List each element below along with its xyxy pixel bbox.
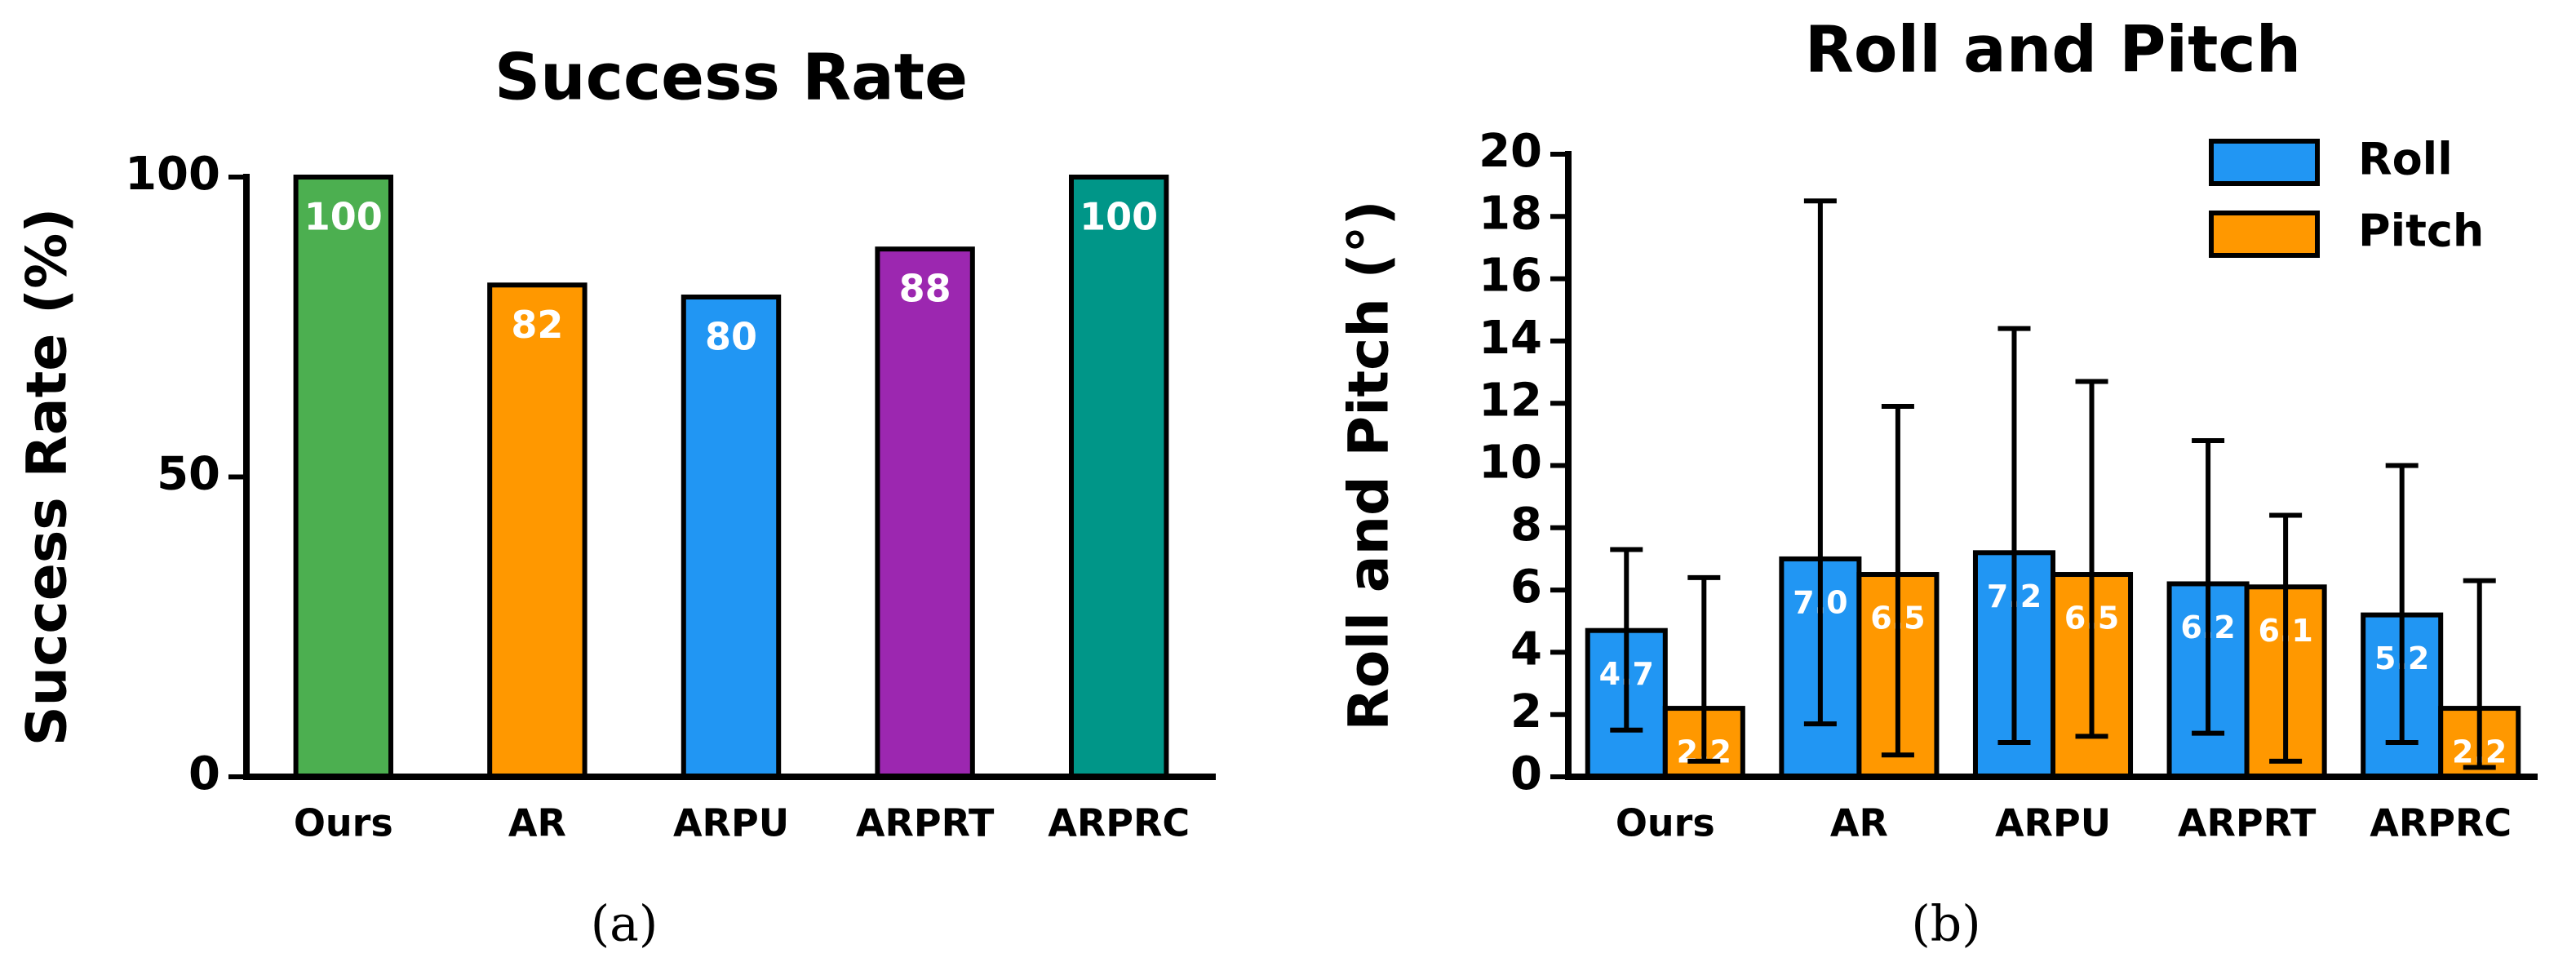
data-label: 80 [705, 315, 757, 359]
x-tick-label: Ours [294, 801, 393, 845]
bar [487, 282, 587, 779]
legend-label: Roll [2358, 134, 2453, 185]
y-tick-label: 100 [125, 148, 220, 201]
x-tick-label: ARPU [1995, 801, 2111, 845]
y-axis-label: Roll and Pitch (°) [1337, 200, 1402, 730]
y-tick-label: 2 [1510, 685, 1542, 738]
error-bar [2075, 379, 2108, 739]
legend-label: Pitch [2358, 206, 2484, 257]
x-tick-label: Ours [1616, 801, 1715, 845]
data-label: 82 [511, 303, 563, 347]
y-tick-label: 0 [188, 747, 220, 800]
error-bar [2269, 512, 2303, 764]
error-bar [2385, 463, 2419, 746]
x-tick-label: ARPU [673, 801, 789, 845]
legend-swatch [2209, 211, 2320, 258]
y-tick-label: 14 [1479, 312, 1542, 365]
x-tick-label: ARPRC [1048, 801, 1190, 845]
error-bar [1687, 574, 1721, 764]
data-label: 100 [304, 195, 383, 239]
error-bar [1997, 326, 2031, 746]
legend-swatch [2209, 139, 2320, 186]
y-tick-label: 4 [1510, 623, 1542, 676]
error-bar [2192, 437, 2225, 736]
data-label: 88 [899, 267, 951, 311]
error-bar [2463, 578, 2496, 770]
bar [293, 175, 394, 779]
y-tick-label: 0 [1510, 747, 1542, 800]
bar [681, 295, 782, 779]
caption: (b) [1911, 896, 1980, 953]
y-tick-label: 20 [1479, 125, 1542, 178]
y-axis-label: Success Rate (%) [16, 208, 80, 747]
caption: (a) [591, 896, 658, 953]
error-bar [1881, 404, 1914, 758]
y-tick-label: 12 [1479, 374, 1542, 427]
y-tick-label: 18 [1479, 187, 1542, 240]
y-tick-label: 6 [1510, 561, 1542, 614]
error-bar [1803, 198, 1837, 727]
chart-title: Success Rate [494, 41, 968, 114]
x-tick-label: ARPRC [2370, 801, 2512, 845]
x-tick-label: AR [1830, 801, 1888, 845]
bar [1068, 175, 1169, 779]
error-bar [1610, 547, 1643, 733]
y-tick-label: 10 [1479, 437, 1542, 490]
x-tick-label: ARPRT [856, 801, 995, 845]
y-tick-label: 50 [157, 448, 220, 501]
data-label: 100 [1080, 195, 1158, 239]
bar [875, 246, 975, 779]
y-tick-label: 16 [1479, 250, 1542, 303]
y-tick-label: 8 [1510, 499, 1542, 552]
x-tick-label: AR [508, 801, 566, 845]
x-tick-label: ARPRT [2178, 801, 2317, 845]
chart-title: Roll and Pitch [1805, 13, 2301, 86]
